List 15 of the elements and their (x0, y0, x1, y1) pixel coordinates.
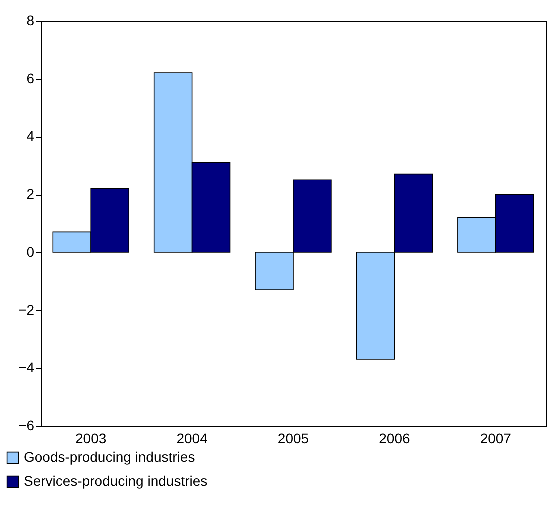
y-tick-label: −2 (18, 302, 35, 318)
y-tick-label: 0 (26, 244, 35, 260)
legend-label: Goods-producing industries (24, 449, 196, 465)
y-tick-label: 8 (26, 12, 35, 28)
x-tick-label: 2007 (480, 430, 512, 446)
y-tick-label: 4 (26, 128, 35, 144)
x-tick-label: 2004 (176, 430, 208, 446)
x-tick-label: 2005 (278, 430, 310, 446)
y-tick-label: 6 (26, 70, 35, 86)
y-tick-label: −6 (18, 418, 35, 434)
y-tick-label: 2 (26, 186, 35, 202)
x-tick-label: 2006 (379, 430, 410, 446)
legend-label: Services-producing industries (24, 473, 208, 489)
x-tick-label: 2003 (76, 430, 107, 446)
y-tick-label: −4 (18, 360, 35, 376)
